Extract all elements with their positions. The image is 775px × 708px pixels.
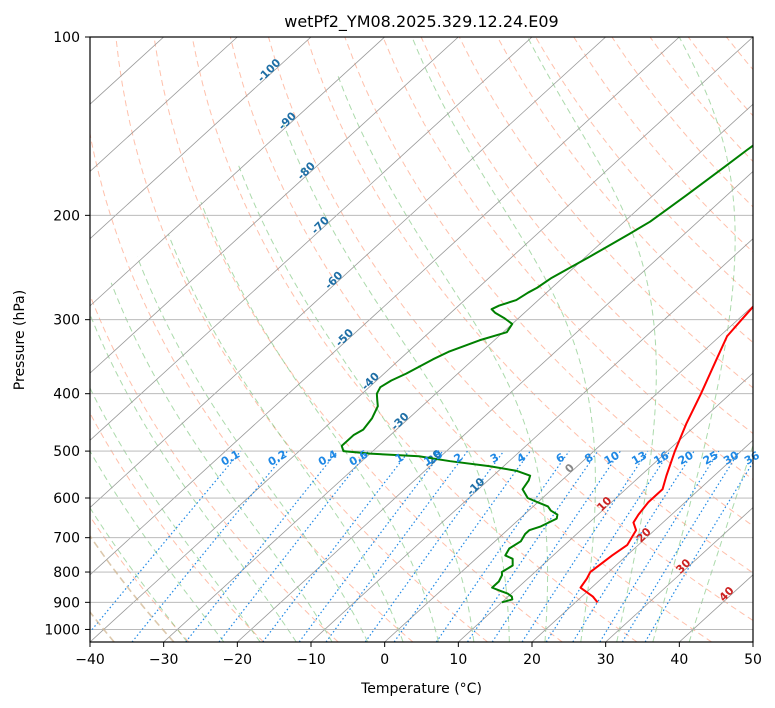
mixing-ratio-line xyxy=(364,450,505,642)
dry-adiabat xyxy=(306,37,753,574)
moist-adiabat xyxy=(688,443,753,642)
mixing-ratio-line xyxy=(521,450,649,642)
mixing-ratio-line xyxy=(435,450,570,642)
moist-adiabat xyxy=(238,165,475,642)
pressure-gridlines xyxy=(90,37,753,630)
moist-adiabat xyxy=(110,282,333,642)
dry-adiabat xyxy=(229,37,712,642)
dry-adiabat xyxy=(90,412,264,642)
mixing-ratio-line xyxy=(185,450,339,642)
isotherm-line xyxy=(237,170,753,642)
x-tick-label: −40 xyxy=(75,652,105,668)
mixing-ratio-line xyxy=(545,450,671,642)
x-tick-label: −10 xyxy=(296,652,326,668)
y-tick-label: 800 xyxy=(53,565,80,581)
mixing-ratio-line xyxy=(572,450,695,642)
moist-adiabat xyxy=(282,123,510,642)
y-tick-label: 600 xyxy=(53,491,80,507)
y-tick-label: 400 xyxy=(53,387,80,403)
dewpoint-profile-line xyxy=(340,144,753,604)
isotherm-line xyxy=(90,37,753,642)
dry-adiabat xyxy=(191,37,638,642)
mixing-ratio-line xyxy=(621,450,740,642)
isotherm-line xyxy=(90,37,385,307)
isotherm-line xyxy=(310,238,753,642)
isotherm-line xyxy=(90,37,459,374)
far-dry-adiabat xyxy=(90,534,175,642)
dry-adiabat xyxy=(90,515,190,642)
isotherm-line xyxy=(90,37,533,441)
x-tick-label: 50 xyxy=(744,652,762,668)
isotherm-line xyxy=(458,372,753,642)
isotherm-line xyxy=(384,305,753,642)
isotherm-line xyxy=(90,37,606,509)
dry-adiabat xyxy=(153,37,563,642)
x-tick-label: 40 xyxy=(670,652,688,668)
y-tick-label: 900 xyxy=(53,595,80,611)
mixing-ratio-lines xyxy=(90,450,753,642)
x-axis-title: Temperature (°C) xyxy=(360,681,482,697)
x-tick-label: 20 xyxy=(523,652,541,668)
y-tick-label: 300 xyxy=(53,313,80,329)
dry-adiabat xyxy=(115,37,488,642)
moist-adiabat xyxy=(200,201,439,642)
far-curve xyxy=(90,534,175,642)
y-tick-label: 700 xyxy=(53,531,80,547)
moist-adiabat xyxy=(90,450,225,642)
x-tick-label: −30 xyxy=(149,652,179,668)
mixing-ratio-line xyxy=(131,450,289,642)
isotherm-line xyxy=(163,103,753,642)
mixing-ratio-line xyxy=(467,450,599,642)
mixing-ratio-line xyxy=(393,450,531,642)
profile-series xyxy=(340,144,753,604)
y-tick-label: 100 xyxy=(53,30,80,46)
y-tick-label: 1000 xyxy=(44,622,80,638)
moist-adiabat xyxy=(652,37,736,642)
plot-frame xyxy=(89,36,754,643)
isotherm-line xyxy=(531,439,753,642)
isotherms xyxy=(90,37,753,642)
y-axis-title: Pressure (hPa) xyxy=(12,290,28,390)
mixing-ratio-line xyxy=(298,450,444,642)
x-tick-label: 30 xyxy=(597,652,615,668)
y-tick-label: 500 xyxy=(53,444,80,460)
x-tick-label: 0 xyxy=(380,652,389,668)
x-axis-ticks: −40 −30 −20 −10 0 10 20 30 40 50 xyxy=(75,642,762,668)
dry-adiabat xyxy=(90,131,414,642)
mixing-ratio-line xyxy=(325,450,469,642)
dry-adiabat xyxy=(497,37,753,344)
x-tick-label: −20 xyxy=(223,652,253,668)
isotherm-line xyxy=(90,37,238,172)
dry-adiabat xyxy=(268,37,753,622)
moist-adiabat xyxy=(411,37,596,642)
isotherm-line xyxy=(90,37,312,240)
temperature-profile-line xyxy=(579,305,753,603)
mixing-ratio-line xyxy=(262,450,410,642)
mixing-ratio-line xyxy=(90,450,242,634)
chart-title: wetPf2_YM08.2025.329.12.24.E09 xyxy=(284,12,558,32)
x-tick-label: 10 xyxy=(449,652,467,668)
mixing-ratio-line xyxy=(491,450,621,642)
isotherm-line xyxy=(605,507,753,642)
isotherm-line xyxy=(90,37,680,576)
dry-adiabat xyxy=(535,37,753,298)
y-axis-ticks: 100 200 300 400 500 600 700 800 900 1000 xyxy=(44,30,90,638)
y-tick-label: 200 xyxy=(53,208,80,224)
